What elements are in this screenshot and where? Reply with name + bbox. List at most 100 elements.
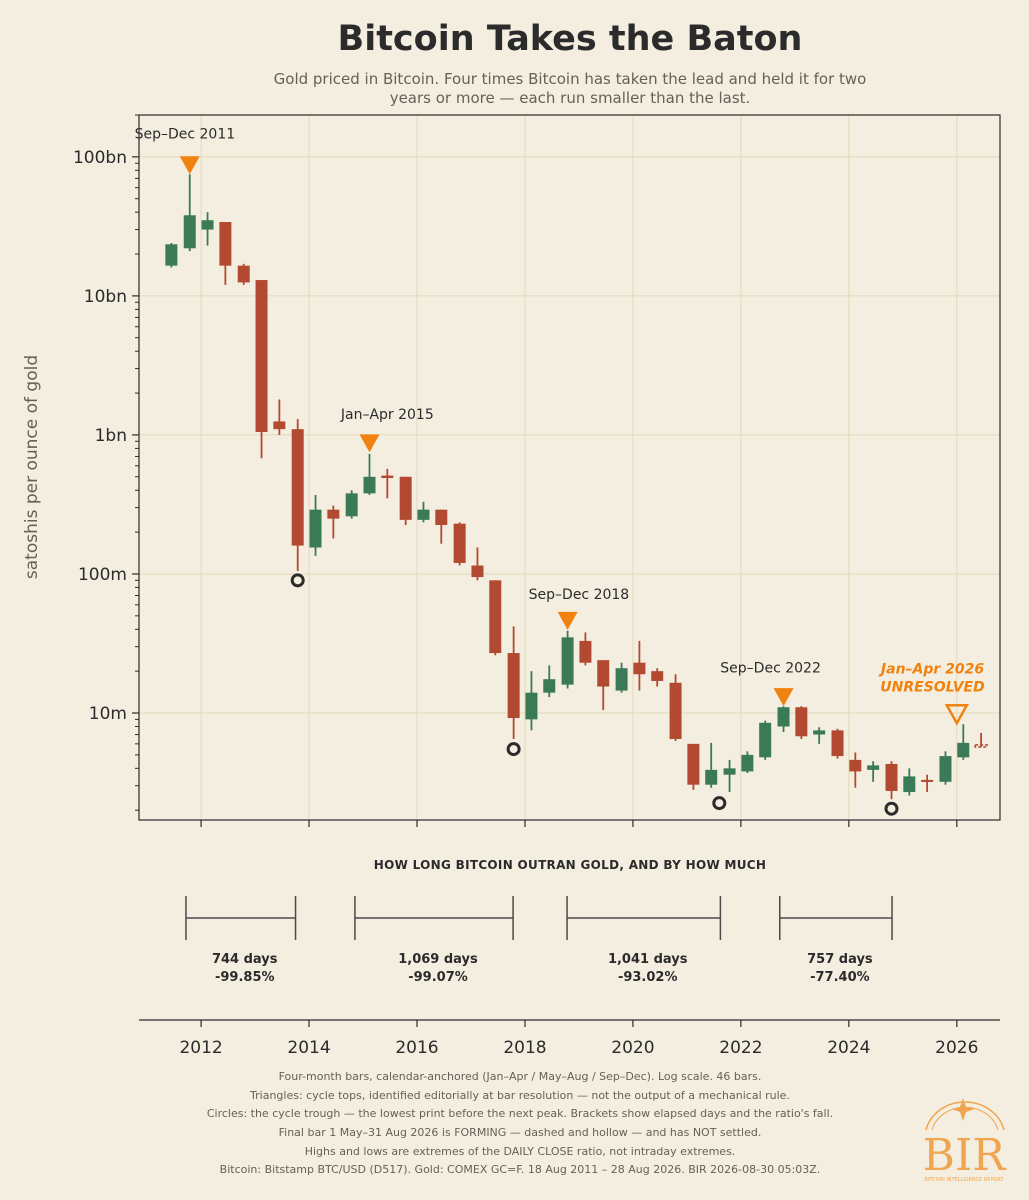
peak-triangle: [773, 688, 794, 707]
bracket: 1,041 days -93.02%: [566, 896, 722, 985]
footer-line-4: Final bar 1 May–31 Aug 2026 is FORMING —…: [279, 1126, 762, 1139]
candle-body: [561, 637, 574, 685]
candle: [687, 743, 700, 790]
candle: [363, 453, 376, 495]
candle: [489, 580, 502, 656]
logo-subtext: BITCOIN INTELLIGENCE REPORT: [924, 1177, 1004, 1183]
chart-subtitle-line-1: Gold priced in Bitcoin. Four times Bitco…: [274, 70, 867, 88]
candle: [543, 665, 556, 698]
x-tick-label: 2018: [503, 1038, 546, 1058]
candle: [957, 724, 970, 760]
candle-body: [849, 759, 862, 772]
candle: [291, 419, 304, 572]
peak-label-open: Jan–Apr 2026: [878, 662, 984, 678]
candle: [705, 742, 718, 788]
candle: [237, 263, 250, 285]
trough-circle: [884, 801, 899, 816]
candle: [417, 501, 430, 523]
candle-body: [345, 493, 358, 517]
bir-logo: BIR BITCOIN INTELLIGENCE REPORT: [923, 1098, 1008, 1183]
candle-body: [741, 754, 754, 772]
footer: Four-month bars, calendar-anchored (Jan–…: [207, 1070, 833, 1176]
candle-body: [795, 707, 808, 737]
logo-arc: [925, 1101, 1005, 1131]
bracket-pct: -77.40%: [810, 970, 870, 985]
candle-body: [974, 744, 988, 748]
candle-body: [615, 668, 628, 691]
bracket-days: 1,041 days: [608, 952, 688, 967]
candle-body: [507, 653, 520, 719]
candle-body: [813, 730, 826, 735]
x-tick-label: 2014: [287, 1038, 330, 1058]
axes: 10m 100m 1bn 10bn 100bn 2012 2014 2016 2018 2020 2…: [73, 114, 1001, 1058]
y-tick-label: 100bn: [73, 148, 127, 168]
footer-line-6: Bitcoin: Bitstamp BTC/USD (D517). Gold: …: [220, 1163, 821, 1176]
brackets-title: HOW LONG BITCOIN OUTRAN GOLD, AND BY HOW…: [374, 858, 766, 872]
x-tick-label: 2020: [611, 1038, 654, 1058]
x-tick-label: 2016: [395, 1038, 438, 1058]
peak-triangle-open: [944, 703, 969, 726]
candle: [453, 522, 466, 566]
x-tick-label: 2022: [719, 1038, 762, 1058]
candle-body: [867, 765, 880, 770]
candle-body: [525, 692, 538, 720]
candle: [921, 774, 934, 793]
candle: [471, 547, 484, 581]
candle-body: [651, 671, 664, 681]
candle: [399, 476, 412, 525]
chart-subtitle-line-2: years or more — each run smaller than th…: [390, 89, 751, 107]
candle: [633, 640, 646, 691]
chart-title: Bitcoin Takes the Baton: [338, 19, 803, 59]
candle-body: [903, 776, 916, 793]
candle: [669, 674, 682, 741]
candle-body: [939, 756, 952, 782]
x-tick-label: 2012: [179, 1038, 222, 1058]
candle-body: [489, 580, 502, 654]
y-tick-label: 100m: [78, 565, 127, 585]
candle: [597, 660, 610, 711]
peak-label-open: UNRESOLVED: [880, 680, 984, 696]
candle-body: [399, 476, 412, 520]
peak-triangle: [359, 434, 380, 453]
candle: [183, 174, 196, 252]
candle-body: [543, 679, 556, 693]
candle: [741, 751, 754, 774]
bracket-days: 744 days: [212, 952, 278, 967]
candle: [723, 759, 736, 793]
candle-body: [705, 769, 718, 785]
candle: [507, 626, 520, 740]
candle-body: [417, 509, 430, 520]
candle: [345, 490, 358, 519]
x-tick-label: 2024: [827, 1038, 870, 1058]
candle-body: [309, 509, 322, 548]
candle: [309, 494, 322, 556]
footer-line-3: Circles: the cycle trough — the lowest p…: [207, 1107, 833, 1120]
bracket: 1,069 days -99.07%: [354, 896, 514, 985]
candle: [219, 221, 232, 285]
candle: [579, 632, 592, 666]
bracket-pct: -99.07%: [408, 970, 468, 985]
candle: [903, 768, 916, 796]
bracket-pct: -93.02%: [618, 970, 678, 985]
candle: [525, 671, 538, 731]
y-tick-label: 10bn: [84, 287, 127, 307]
candle: [165, 243, 178, 268]
candle: [435, 509, 448, 544]
trough-circle: [290, 573, 305, 588]
gridlines: [139, 115, 1000, 820]
candle-body: [255, 280, 268, 432]
candle: [759, 720, 772, 760]
candle-body: [687, 743, 700, 785]
y-axis-label: satoshis per ounce of gold: [22, 355, 42, 579]
logo-text: BIR: [923, 1130, 1008, 1181]
brackets: 744 days -99.85% 1,069 days -99.07% 1,041 da…: [185, 896, 893, 985]
bracket-pct: -99.85%: [215, 970, 275, 985]
candle-body: [327, 509, 340, 519]
candle-body: [363, 476, 376, 494]
bracket: 757 days -77.40%: [779, 896, 893, 985]
candle: [615, 662, 628, 693]
candle-body: [633, 662, 646, 675]
candle: [885, 761, 898, 800]
